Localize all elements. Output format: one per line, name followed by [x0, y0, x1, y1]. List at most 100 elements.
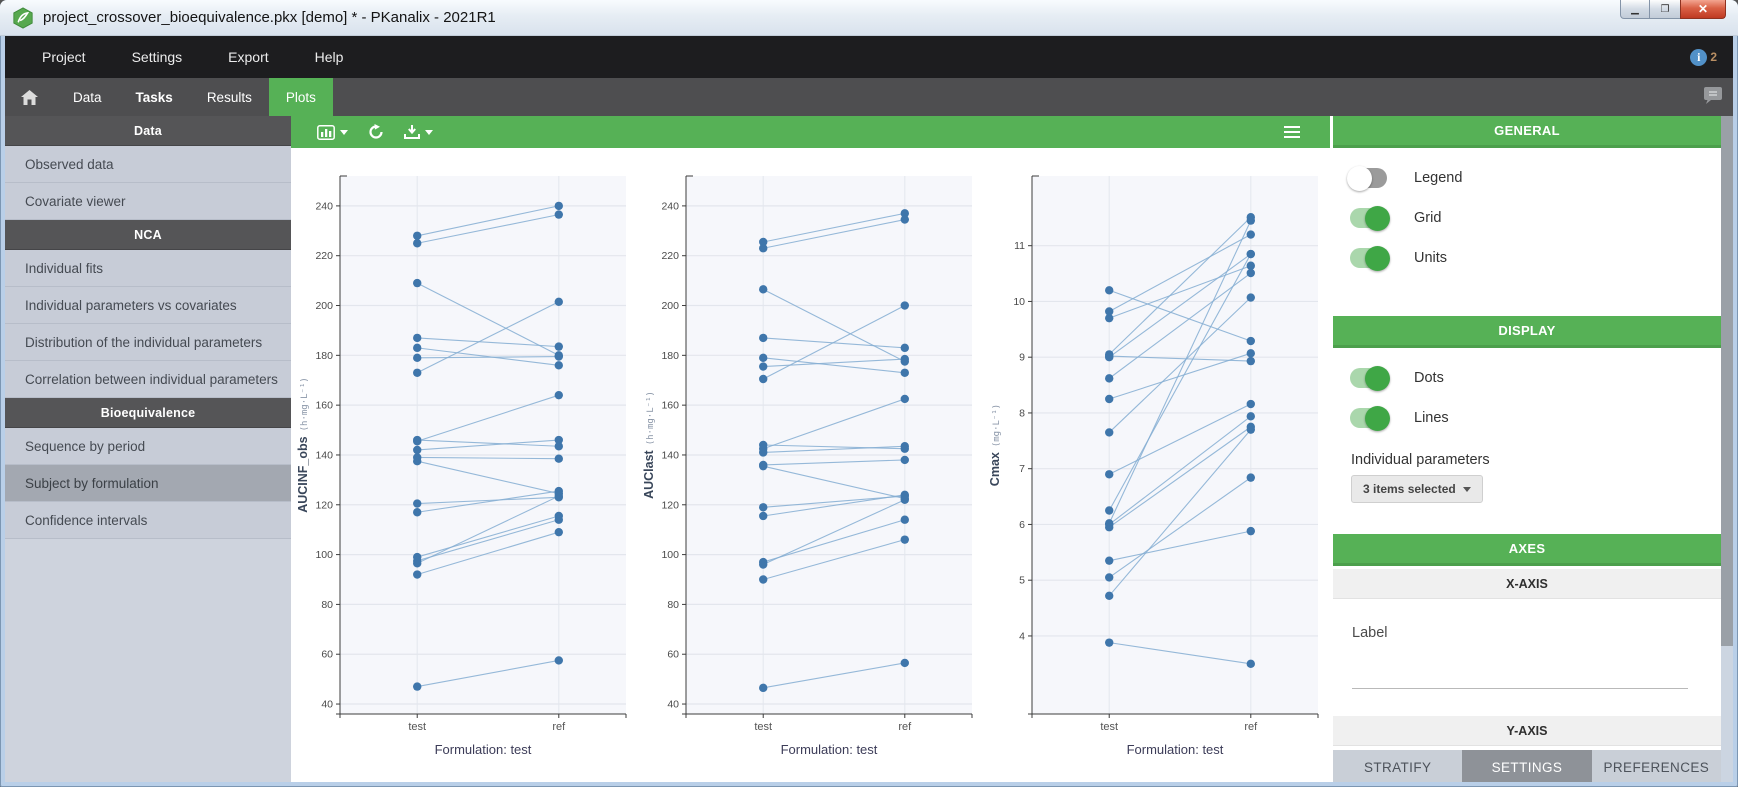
x-axis-label-input[interactable] — [1352, 669, 1688, 689]
settings-scrollbar[interactable] — [1721, 116, 1733, 782]
plot-auclast[interactable]: 40 60 80 100 120 140 160 180 200 220 240 test ref For… — [638, 158, 984, 774]
svg-text:120: 120 — [315, 499, 333, 511]
sidebar-item-individual-parameters-vs-covariates[interactable]: Individual parameters vs covariates — [5, 287, 291, 324]
plot-layout-menu-button[interactable] — [1284, 125, 1300, 139]
menu-bar: Project Settings Export Help i 2 — [5, 36, 1733, 78]
selector-value: 3 items selected — [1363, 482, 1456, 496]
x-axis-subheader: X-AXIS — [1333, 569, 1721, 599]
svg-text:Formulation: test: Formulation: test — [780, 742, 877, 757]
home-button[interactable] — [5, 78, 56, 116]
chart-type-button[interactable] — [317, 124, 348, 140]
legend-toggle[interactable] — [1347, 165, 1387, 191]
svg-text:120: 120 — [661, 499, 679, 511]
individual-parameters-selector[interactable]: 3 items selected — [1351, 475, 1483, 503]
main-area: Data Observed data Covariate viewer NCA Indi… — [5, 116, 1733, 782]
svg-text:Formulation: test: Formulation: test — [434, 742, 531, 757]
svg-text:240: 240 — [661, 200, 679, 212]
info-icon: i — [1690, 48, 1708, 66]
legend-toggle-row: Legend — [1333, 158, 1721, 198]
units-toggle-label: Units — [1414, 250, 1448, 266]
x-axis-label-caption: Label — [1352, 625, 1388, 641]
svg-text:Formulation: test: Formulation: test — [1126, 742, 1223, 757]
svg-text:ref: ref — [1244, 721, 1258, 733]
svg-text:80: 80 — [321, 599, 333, 611]
svg-text:60: 60 — [321, 649, 333, 661]
tab-data[interactable]: Data — [73, 89, 102, 105]
svg-text:160: 160 — [315, 400, 333, 412]
plot-toolbar — [291, 116, 1330, 148]
general-section-header: GENERAL — [1333, 116, 1721, 148]
svg-text:180: 180 — [661, 350, 679, 362]
svg-text:60: 60 — [667, 649, 679, 661]
notifications-badge[interactable]: i 2 — [1690, 36, 1717, 78]
svg-text:Cmax(mg·L⁻¹): Cmax(mg·L⁻¹) — [988, 404, 1002, 486]
grid-toggle[interactable] — [1350, 205, 1390, 231]
window-title: project_crossover_bioequivalence.pkx [de… — [43, 9, 496, 26]
home-icon — [21, 89, 38, 105]
menu-project[interactable]: Project — [42, 49, 86, 65]
svg-text:220: 220 — [661, 250, 679, 262]
sidebar-item-distribution-of-the-individual-parameters[interactable]: Distribution of the individual parameter… — [5, 324, 291, 361]
tab-results[interactable]: Results — [206, 89, 252, 105]
svg-text:240: 240 — [315, 200, 333, 212]
panel-tab-stratify[interactable]: STRATIFY — [1333, 750, 1463, 782]
pkanalix-logo-icon — [13, 6, 33, 29]
svg-text:9: 9 — [1019, 352, 1025, 364]
tab-plots[interactable]: Plots — [268, 78, 333, 116]
svg-text:200: 200 — [315, 300, 333, 312]
lines-toggle-label: Lines — [1414, 410, 1449, 426]
window-controls: ▁ ❐ ✕ — [1620, 0, 1726, 19]
svg-text:100: 100 — [661, 549, 679, 561]
svg-text:AUCINF_obs(h·mg·L⁻¹): AUCINF_obs(h·mg·L⁻¹) — [296, 377, 310, 513]
units-toggle[interactable] — [1350, 245, 1390, 271]
menu-help[interactable]: Help — [314, 49, 344, 65]
plot-aucinf-obs[interactable]: 40 60 80 100 120 140 160 180 200 220 240 test ref For… — [292, 158, 638, 774]
svg-text:test: test — [1100, 721, 1118, 733]
refresh-icon — [369, 124, 383, 139]
svg-text:40: 40 — [321, 699, 333, 711]
svg-text:ref: ref — [898, 721, 912, 733]
main-tab-bar: Data Tasks Results Plots — [5, 78, 1733, 116]
sidebar-item-individual-fits[interactable]: Individual fits — [5, 250, 291, 287]
title-bar: project_crossover_bioequivalence.pkx [de… — [0, 0, 1738, 36]
dots-toggle[interactable] — [1350, 365, 1390, 391]
lines-toggle[interactable] — [1350, 405, 1390, 431]
svg-text:test: test — [754, 721, 772, 733]
panel-tab-preferences[interactable]: PREFERENCES — [1591, 750, 1721, 782]
refresh-button[interactable] — [368, 124, 384, 140]
sidebar-item-correlation-between-individual-parameters[interactable]: Correlation between individual parameter… — [5, 361, 291, 398]
svg-text:6: 6 — [1019, 519, 1025, 531]
sidebar-item-covariate-viewer[interactable]: Covariate viewer — [5, 183, 291, 220]
menu-settings[interactable]: Settings — [131, 49, 183, 65]
svg-text:11: 11 — [1014, 240, 1025, 252]
menu-export[interactable]: Export — [228, 49, 269, 65]
sidebar-item-observed-data[interactable]: Observed data — [5, 146, 291, 183]
scrollbar-thumb[interactable] — [1721, 116, 1733, 646]
settings-panel: GENERAL Legend Grid Units DISPLAY Dots Line… — [1330, 116, 1733, 782]
close-button[interactable]: ✕ — [1680, 0, 1726, 19]
export-image-button[interactable] — [404, 124, 433, 140]
sidebar-item-subject-by-formulation[interactable]: Subject by formulation — [5, 465, 291, 502]
minimize-button[interactable]: ▁ — [1620, 0, 1650, 19]
svg-text:100: 100 — [315, 549, 333, 561]
sidebar-item-sequence-by-period[interactable]: Sequence by period — [5, 428, 291, 465]
svg-text:140: 140 — [661, 449, 679, 461]
tab-tasks[interactable]: Tasks — [135, 89, 173, 105]
chevron-down-icon — [340, 129, 348, 135]
svg-text:220: 220 — [315, 250, 333, 262]
y-axis-subheader: Y-AXIS — [1333, 716, 1721, 746]
dots-toggle-row: Dots — [1333, 358, 1721, 398]
plot-cmax[interactable]: 4 5 6 7 8 9 10 11 test ref Formulation: test Cmax(m… — [984, 158, 1330, 774]
svg-text:AUClast(h·mg·L⁻¹): AUClast(h·mg·L⁻¹) — [642, 391, 656, 499]
svg-text:ref: ref — [552, 721, 566, 733]
chevron-down-icon — [1462, 486, 1471, 492]
svg-text:140: 140 — [315, 449, 333, 461]
svg-text:4: 4 — [1019, 630, 1025, 642]
feedback-bubble-icon[interactable] — [1702, 87, 1724, 112]
maximize-button[interactable]: ❐ — [1650, 0, 1680, 19]
sidebar-section-bioequivalence: Bioequivalence — [5, 398, 291, 428]
sidebar-item-confidence-intervals[interactable]: Confidence intervals — [5, 502, 291, 539]
panel-tab-settings[interactable]: SETTINGS — [1462, 750, 1592, 782]
plots-sidebar: Data Observed data Covariate viewer NCA Indi… — [5, 116, 291, 782]
